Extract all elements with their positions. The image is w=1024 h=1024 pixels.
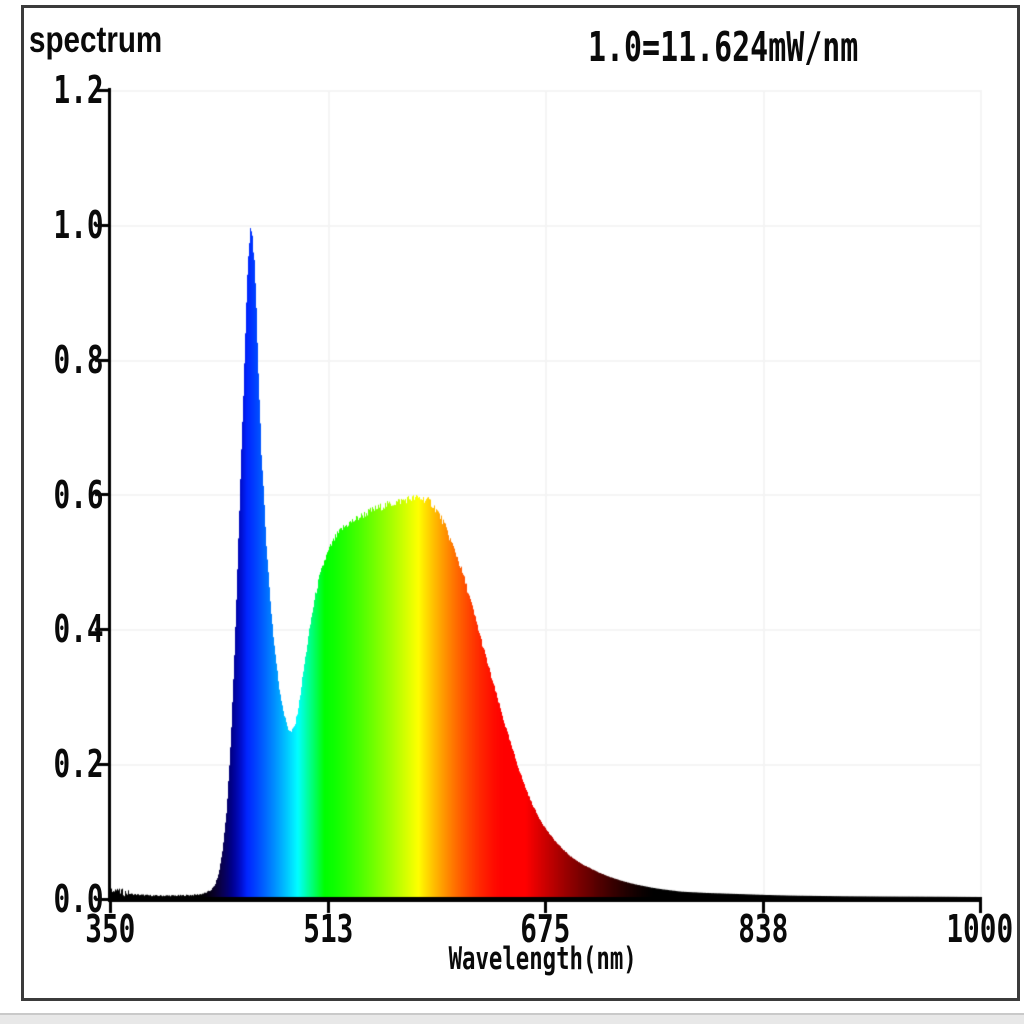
scale-annotation: 1.0=11.624mW/nm [588,26,958,68]
y-tick-label: 0.8 [12,340,104,380]
y-tick-label-text: 0.0 [53,877,104,921]
x-tick-label-text: 513 [303,907,354,951]
chart-title: spectrum [29,20,196,60]
y-tick-label-text: 0.4 [53,607,104,652]
y-tick-label: 0.6 [12,475,104,515]
bottom-bar [0,1013,1024,1024]
y-tick-label-text: 0.2 [53,742,104,787]
y-tick-label-text: 1.2 [53,68,104,112]
x-tick-label: 838 [683,908,843,950]
scale-annotation-text: 1.0=11.624mW/nm [588,23,859,71]
chart-title-text: spectrum [29,19,163,60]
x-tick-label: 350 [30,908,190,950]
x-tick-label-text: 1000 [946,907,1014,951]
y-tick-label-text: 0.6 [53,472,104,517]
y-tick-label-text: 1.0 [53,202,104,247]
x-tick-label: 675 [465,908,625,950]
y-tick-label: 0.4 [12,609,104,649]
x-axis-title: Wavelength(nm) [343,942,743,976]
y-tick-label: 1.2 [12,70,104,110]
y-tick-label-text: 0.8 [53,337,104,382]
x-axis-title-text: Wavelength(nm) [448,941,638,977]
x-tick-label-text: 350 [84,907,136,951]
y-tick-label: 1.0 [12,205,104,245]
x-tick-label: 513 [248,908,408,950]
x-tick-label-text: 838 [738,907,789,951]
y-tick-label: 0.2 [12,744,104,784]
x-tick-label-text: 675 [519,907,571,951]
y-tick-label: 0.0 [12,879,104,919]
x-tick-label: 1000 [900,908,1024,950]
